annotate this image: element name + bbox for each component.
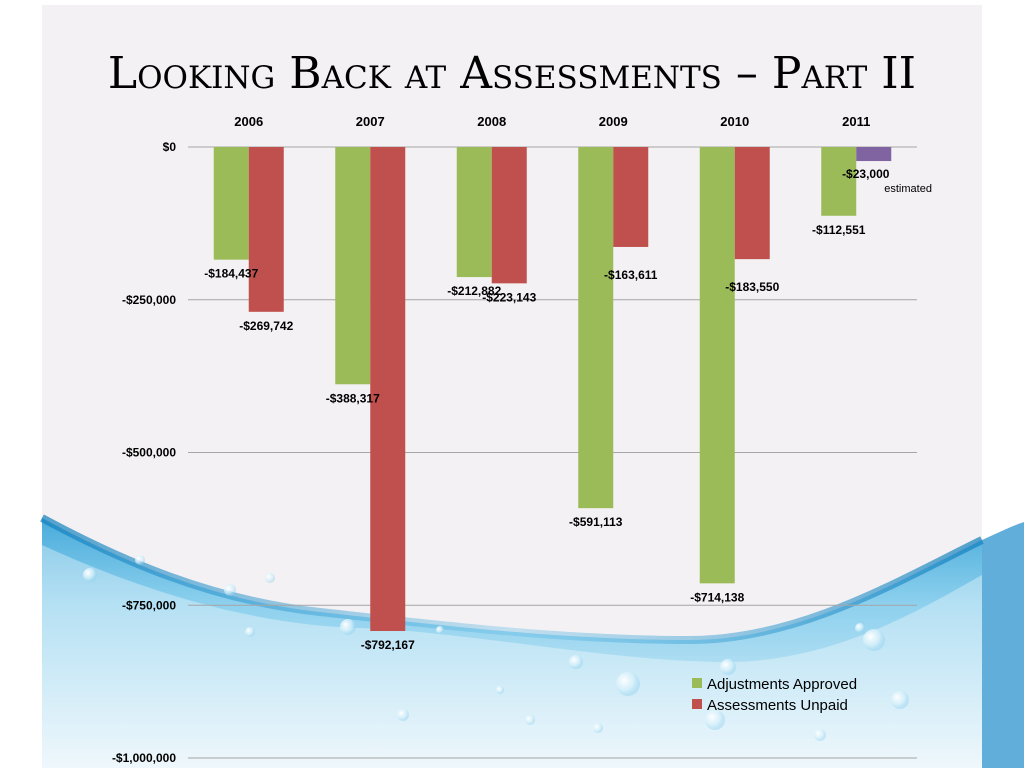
- bar-assessments-unpaid-2007: [370, 147, 406, 632]
- annotation-estimated: estimated: [884, 183, 932, 195]
- legend-label: Assessments Unpaid: [707, 697, 848, 714]
- y-tick-label: $0: [163, 140, 177, 154]
- y-tick-label: -$500,000: [122, 446, 176, 460]
- bar-adjustments-approved-2009: [578, 147, 614, 509]
- data-label: -$388,317: [326, 391, 380, 405]
- water-background-image: [40, 514, 1024, 768]
- bar-assessments-unpaid-2006: [248, 147, 284, 312]
- data-label: -$163,611: [604, 268, 658, 282]
- bar-assessments-unpaid-2010: [734, 147, 770, 260]
- data-label: -$183,550: [725, 280, 779, 294]
- legend-label: Adjustments Approved: [707, 676, 857, 693]
- chart-annotations: estimated: [884, 183, 932, 195]
- y-tick-label: -$1,000,000: [112, 751, 176, 765]
- bar-assessments-unpaid-2008: [491, 147, 527, 284]
- legend-swatch: [692, 678, 702, 688]
- data-label: -$792,167: [361, 638, 415, 652]
- data-label: -$112,551: [812, 223, 866, 237]
- data-label: -$714,138: [690, 590, 744, 604]
- data-label: -$269,742: [239, 319, 293, 333]
- x-tick-label: 2007: [356, 114, 385, 129]
- data-label: -$223,143: [482, 290, 536, 304]
- bar-adjustments-approved-2008: [456, 147, 492, 278]
- bar-adjustments-approved-2010: [699, 147, 735, 584]
- chart-data-labels: -$184,437 -$388,317 -$212,882 -$591,113 -$71…: [204, 167, 890, 652]
- x-tick-label: 2011: [842, 114, 870, 129]
- bar-assessments-unpaid-2011: [856, 147, 892, 162]
- x-tick-label: 2010: [720, 114, 749, 129]
- bar-adjustments-approved-2011: [821, 147, 857, 216]
- chart-gridlines: [188, 146, 917, 759]
- bar-adjustments-approved-2007: [335, 147, 371, 385]
- x-tick-label: 2009: [599, 114, 628, 129]
- x-axis-categories: 2006 2007 2008 2009 2010 2011: [234, 114, 870, 129]
- slide-title: Looking Back at Assessments – Part II: [107, 48, 917, 99]
- y-axis-ticks: $0 -$250,000 -$500,000 -$750,000 -$1,000,000: [112, 140, 176, 765]
- bar-assessments-unpaid-2009: [613, 147, 649, 247]
- data-label: -$184,437: [204, 267, 258, 281]
- x-tick-label: 2006: [234, 114, 263, 129]
- bubbles: [83, 555, 909, 741]
- x-tick-label: 2008: [477, 114, 506, 129]
- legend-swatch: [692, 699, 702, 709]
- y-tick-label: -$250,000: [122, 293, 176, 307]
- chart-bars: [213, 147, 892, 632]
- data-label: -$23,000: [842, 167, 890, 181]
- data-label: -$212,882: [447, 284, 501, 298]
- chart-legend: Adjustments Approved Assessments Unpaid: [692, 676, 857, 714]
- bar-adjustments-approved-2006: [213, 147, 249, 260]
- data-label: -$591,113: [569, 515, 623, 529]
- y-tick-label: -$750,000: [122, 598, 176, 612]
